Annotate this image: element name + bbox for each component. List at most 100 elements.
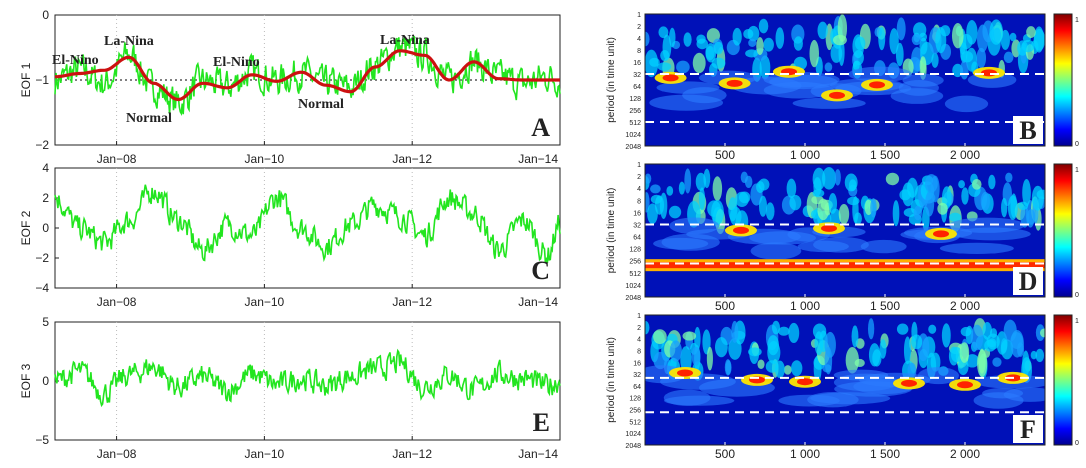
panel-A: Jan−08 Jan−10 Jan−12 Jan−14 0 −1 −2 EOF 1 El-Nin… [19,8,561,166]
power-blob [696,34,706,44]
x-tick-label: Jan−12 [392,295,432,309]
eof-signal-line [54,348,561,408]
power-hotspot-core [821,224,837,232]
power-blob [939,242,1014,254]
power-blob [977,349,988,378]
phase-annotation: Normal [126,111,172,126]
y-tick-label: 16 [633,60,641,67]
power-blob [834,381,912,397]
y-tick-label: 64 [633,384,641,391]
power-blob [711,199,724,226]
y-tick-label: 8 [637,348,641,355]
y-tick-label: 2 [637,325,641,332]
power-blob [848,66,913,83]
power-blob [860,239,907,254]
y-tick-label: 32 [633,222,641,229]
phase-annotation: Normal [298,97,344,112]
x-tick-label: Jan−10 [245,447,285,461]
power-blob [712,176,723,201]
power-blob [971,178,982,190]
colorbar-tick-label: 0 [1075,440,1079,447]
power-blob [961,187,969,205]
x-tick-label: Jan−08 [97,152,137,166]
power-blob [851,325,859,348]
power-blob [678,181,685,195]
plot-frame [644,13,1046,147]
power-blob [890,88,944,104]
power-hotspot-core [957,381,973,389]
power-blob [1001,197,1008,218]
power-blob [684,168,692,194]
power-blob [960,51,974,63]
power-blob [767,335,779,356]
plot-frame [644,314,1046,446]
power-blob [649,94,724,111]
power-blob [889,28,899,55]
power-blob [775,27,785,49]
power-blob [649,57,660,67]
power-blob [663,389,711,406]
power-hotspot-core [726,79,743,87]
colorbar [1053,314,1073,446]
y-tick-label: 1 [637,12,641,19]
y-tick-label: 2048 [625,295,641,302]
power-blob [953,227,1031,241]
power-blob [878,26,886,51]
y-tick-label: 64 [633,235,641,242]
power-blob [1007,195,1018,221]
panel-letter-box [1013,116,1043,144]
power-blob [645,31,650,47]
power-blob [669,217,720,235]
power-blob [758,178,770,191]
power-blob [668,205,682,219]
y-axis-label: period (in time unit) [606,37,617,123]
eof-signal-line [54,184,561,264]
y-tick-label: 4 [637,186,641,193]
plot-frame [644,163,1046,298]
colorbar [1053,13,1073,147]
power-blob [824,62,833,72]
power-hotspot-core [797,378,813,386]
colorbar-tick-label: 0 [1075,292,1079,299]
power-blob [763,81,835,99]
panel-C: Jan−08 Jan−10 Jan−12 Jan−14 4 2 0 −2 −4 EOF 2 C [19,161,561,309]
power-blob [694,326,701,351]
y-tick-label: 2 [42,191,49,205]
power-blob [669,27,676,48]
panel-E: Jan−08 Jan−10 Jan−12 Jan−14 5 0 −5 EOF 3 E [19,315,561,461]
phase-annotation: La-Nina [104,34,154,49]
power-blob [676,60,690,74]
power-blob [653,329,667,344]
x-tick-label: Jan−14 [518,152,558,166]
panel-letter: C [531,256,550,285]
power-blob [669,340,682,362]
power-blob [817,21,828,40]
phase-annotation: El-Nino [52,53,99,68]
panel-F: 1 2 4 8 16 32 64 128 256 512 1024 2048 500 1 000 1 500… [606,313,1079,461]
y-tick-label: 128 [629,96,641,103]
power-blob [750,242,802,260]
y-tick-label: 128 [629,247,641,254]
power-blob [692,52,706,74]
colorbar-tick-label: 0 [1075,141,1079,148]
y-tick-label: −4 [35,281,49,295]
power-blob [650,184,661,194]
x-tick-label: 1 500 [870,447,900,461]
power-blob [732,27,742,46]
power-blob [680,346,692,374]
power-blob [870,198,877,218]
power-blob [844,173,858,192]
x-tick-label: Jan−12 [392,152,432,166]
eof-signal-line [54,35,561,117]
power-blob [748,38,757,48]
x-tick-label: Jan−08 [97,447,137,461]
panel-D: 1 2 4 8 16 32 64 128 256 512 1024 2048 500 1 000 1 500… [606,162,1079,313]
smoothed-curve [54,49,560,102]
y-tick-label: 256 [629,108,641,115]
power-hotspot-core [829,91,845,99]
power-blob [854,358,865,368]
x-tick-label: Jan−10 [245,152,285,166]
power-blob [809,39,820,68]
power-blob [885,172,900,186]
